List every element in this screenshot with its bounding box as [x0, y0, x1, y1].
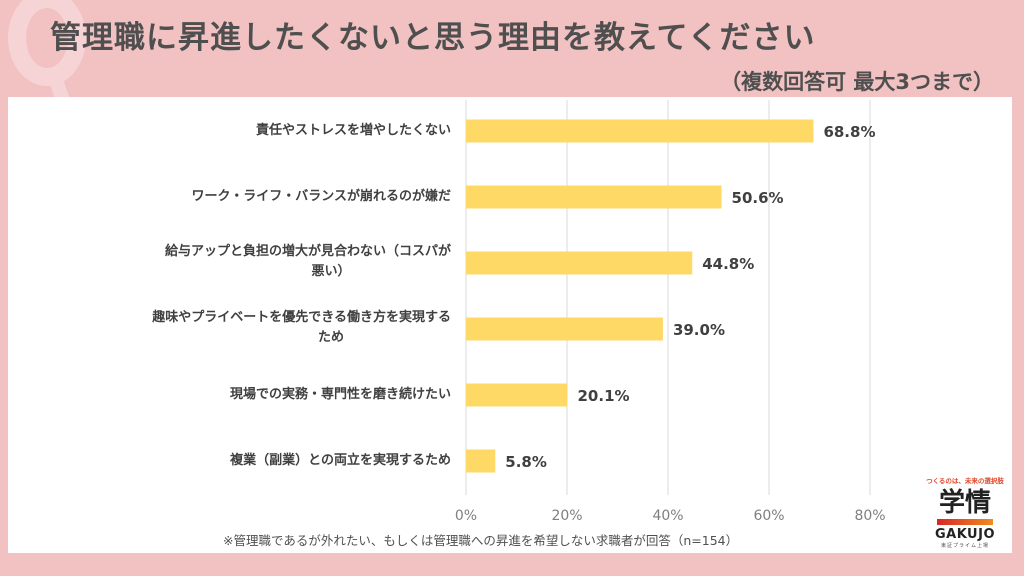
bar — [466, 383, 568, 407]
x-tick-label: 40% — [652, 508, 683, 524]
logo-kanji: 学情 — [938, 488, 991, 518]
bar — [466, 185, 722, 209]
category-label: 現場での実務・専門性を磨き続けたい — [91, 385, 451, 405]
data-label: 20.1% — [578, 387, 630, 405]
logo-tagline: つくるのは、未来の選択肢 — [926, 477, 1004, 485]
category-label: ワーク・ライフ・バランスが崩れるのが嫌だ — [91, 187, 451, 207]
bar — [466, 251, 693, 275]
gakujo-logo: つくるのは、未来の選択肢 学情 GAKUJO 東証プライム上場 — [925, 475, 1005, 565]
category-label-line: 趣味やプライベートを優先できる働き方を実現する — [152, 310, 451, 325]
x-tick-label: 20% — [551, 508, 582, 524]
logo-gradient-bar — [937, 519, 993, 525]
category-label: 趣味やプライベートを優先できる働き方を実現するため — [91, 308, 451, 348]
x-tick-label: 60% — [753, 508, 784, 524]
category-label: 複業（副業）との両立を実現するため — [91, 451, 451, 471]
category-label: 給与アップと負担の増大が見合わない（コスパが悪い） — [91, 242, 451, 282]
x-tick-label: 80% — [854, 508, 885, 524]
data-label: 39.0% — [673, 321, 725, 339]
category-label-line: 責任やストレスを増やしたくない — [255, 123, 451, 138]
data-label: 68.8% — [823, 123, 875, 141]
category-label-line: 給与アップと負担の増大が見合わない（コスパが — [164, 244, 451, 259]
logo-sub: 東証プライム上場 — [941, 543, 989, 549]
bar — [466, 119, 814, 143]
category-label-line: 複業（副業）との両立を実現するため — [230, 453, 451, 468]
data-label: 50.6% — [732, 189, 784, 207]
data-label: 5.8% — [505, 453, 547, 471]
category-label-line: 悪い） — [311, 264, 351, 279]
page-title: 管理職に昇進したくないと思う理由を教えてください — [50, 20, 816, 56]
category-label-line: ため — [317, 330, 344, 345]
bar — [466, 449, 496, 473]
category-label-line: 現場での実務・専門性を磨き続けたい — [229, 387, 451, 402]
footnote: ※管理職であるが外れたい、もしくは管理職への昇進を希望しない求職者が回答（n=1… — [223, 533, 739, 548]
logo-name: GAKUJO — [934, 527, 996, 542]
bar — [466, 317, 663, 341]
x-tick-label: 0% — [455, 508, 477, 524]
category-label: 責任やストレスを増やしたくない — [91, 121, 451, 141]
page-subtitle: （複数回答可 最大3つまで） — [720, 70, 994, 94]
category-label-line: ワーク・ライフ・バランスが崩れるのが嫌だ — [191, 189, 451, 204]
data-label: 44.8% — [702, 255, 754, 273]
